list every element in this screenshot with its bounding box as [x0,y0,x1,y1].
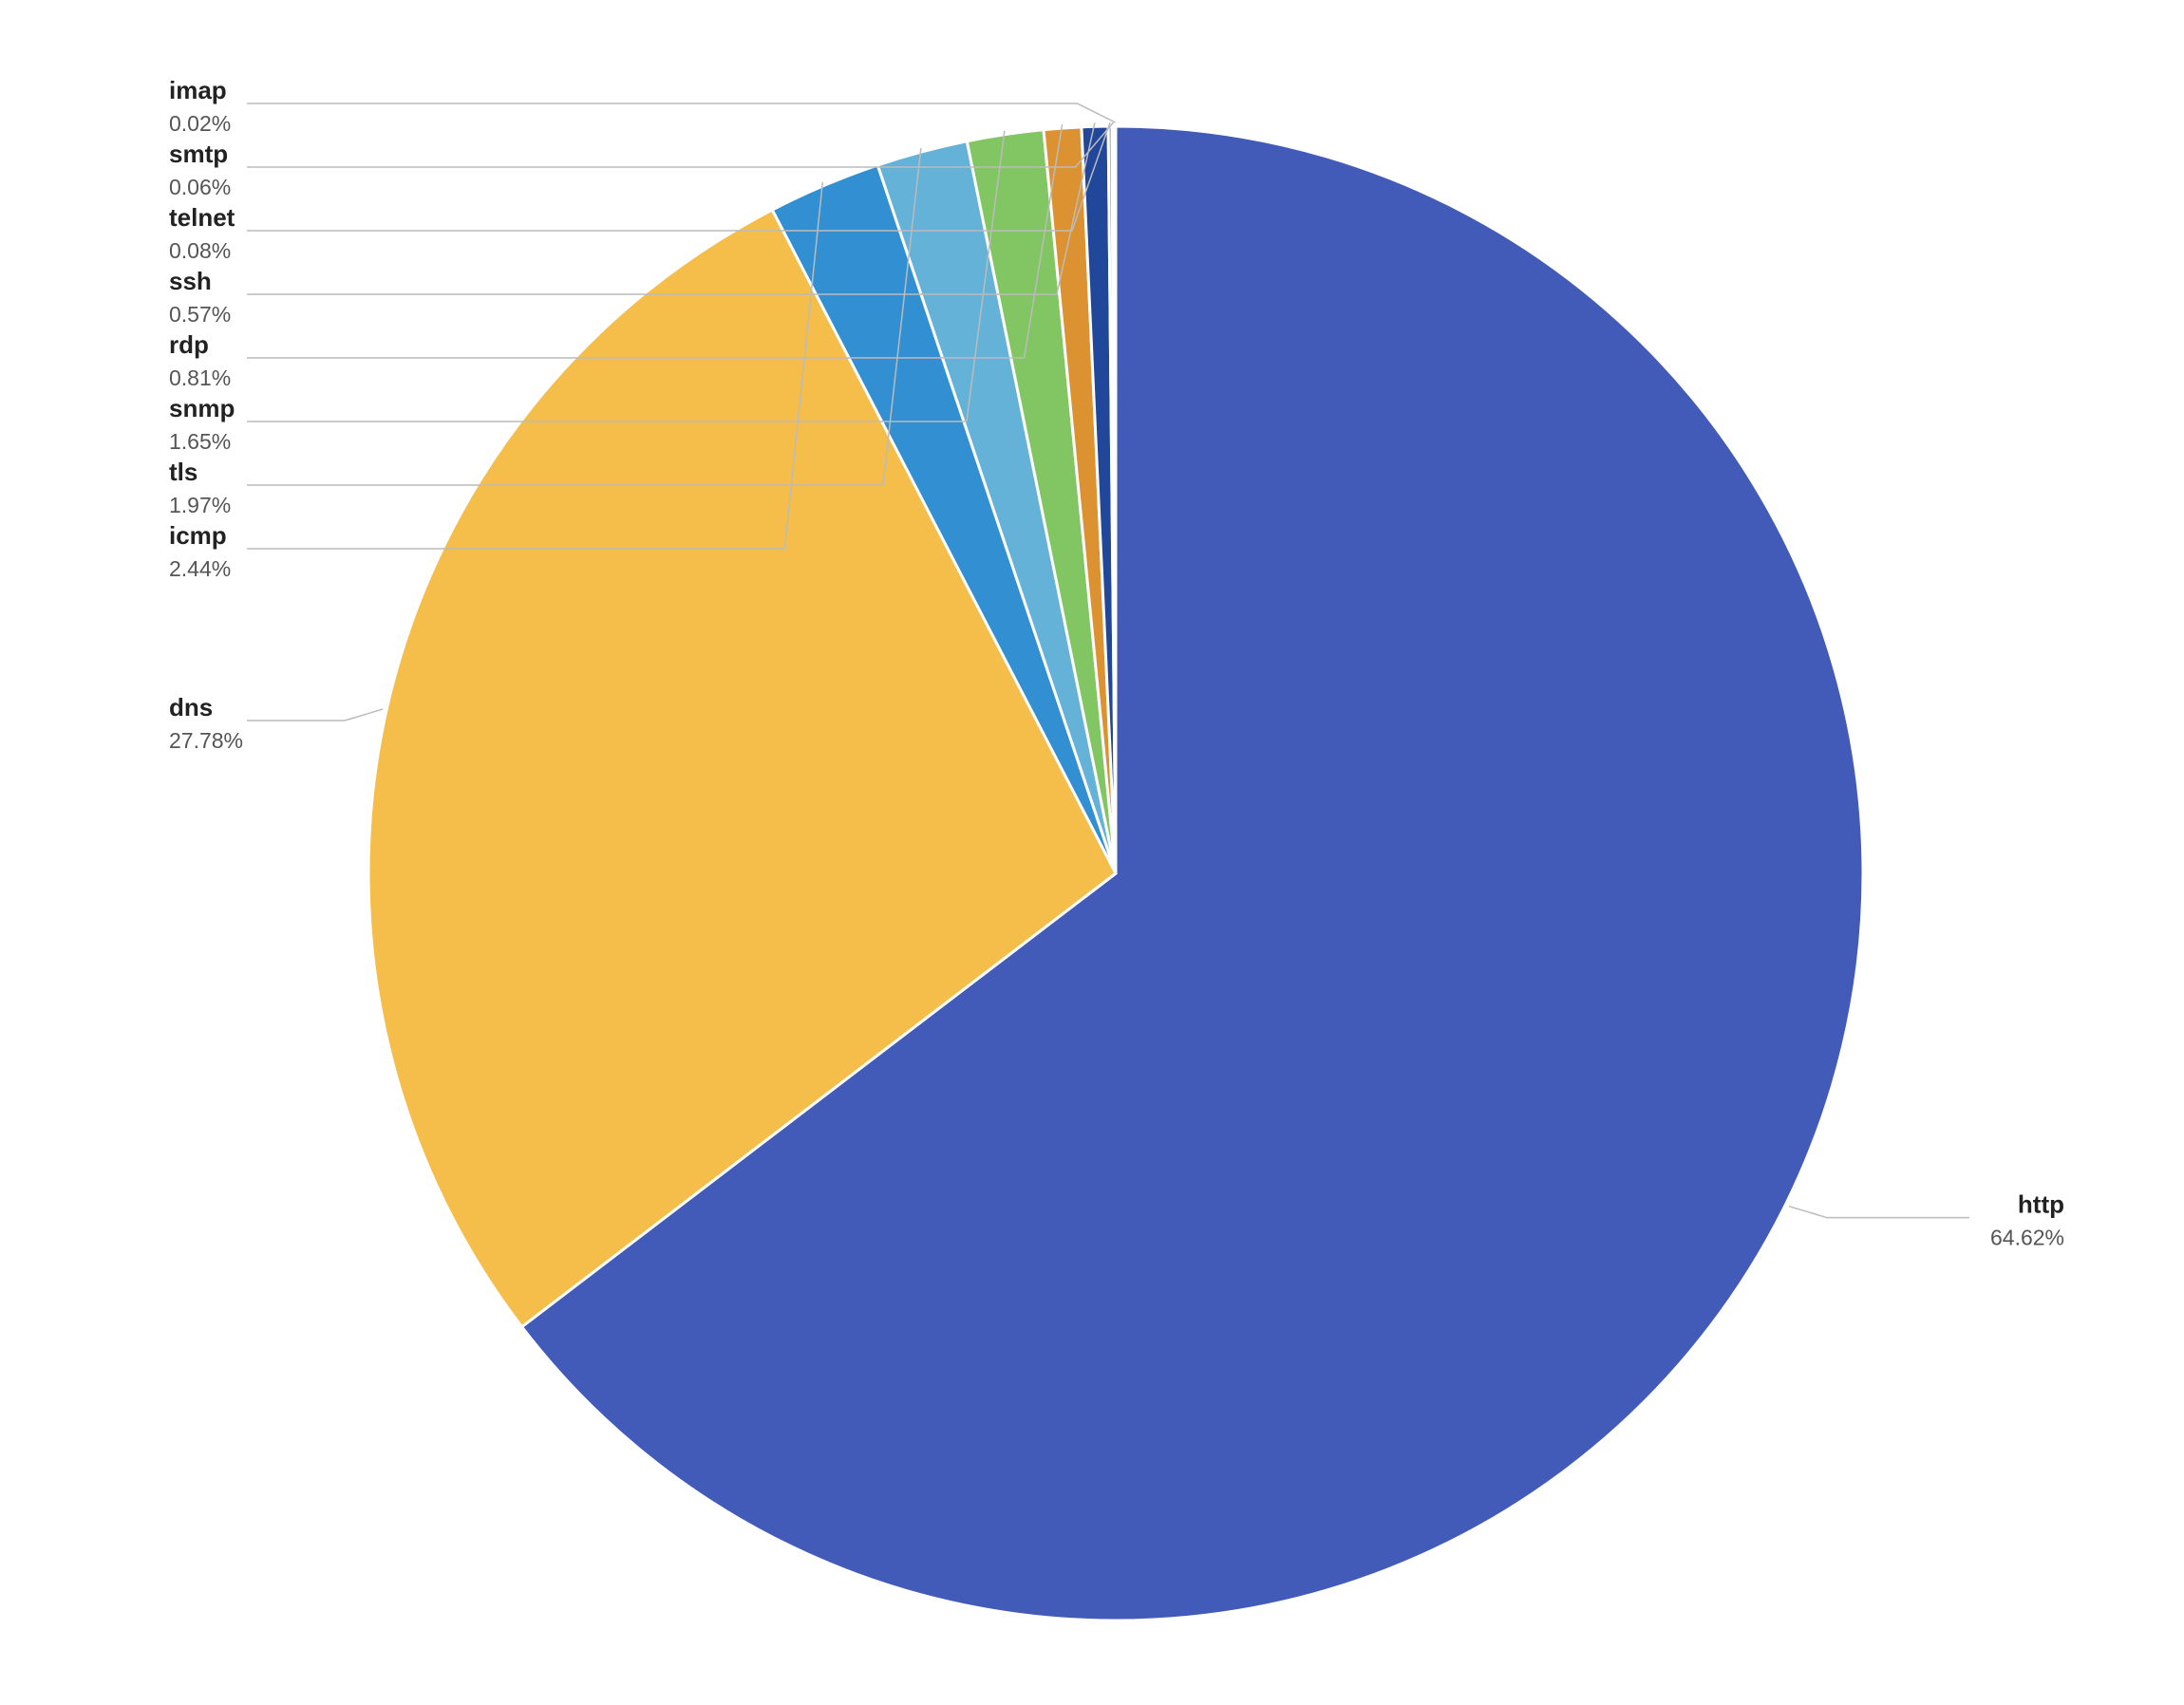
leader-line [247,103,1116,123]
slice-label: smtp [169,140,228,168]
slice-value-label: 0.57% [169,302,231,327]
slice-value-label: 0.81% [169,365,231,390]
slice-value-label: 0.06% [169,175,231,199]
slice-label: http [2018,1190,2064,1219]
leader-line [247,123,1064,359]
slice-value-label: 27.78% [169,728,243,753]
slice-value-label: 2.44% [169,556,231,581]
leader-line [247,130,1006,422]
slice-value-label: 1.65% [169,429,231,454]
leader-line [247,181,824,550]
leader-line [1788,1205,1969,1219]
leader-line [247,122,1111,232]
slice-value-label: 64.62% [1990,1226,2064,1250]
slice-label: dns [169,693,213,721]
pie-slice [1113,124,1118,874]
slice-value-label: 0.08% [169,238,231,263]
slice-label: icmp [169,521,227,550]
leader-line [247,147,922,486]
leader-line [247,122,1096,295]
pie-slice [367,208,1118,1329]
slice-label: imap [169,76,227,104]
slice-label: telnet [169,203,235,232]
leader-line [247,122,1115,168]
slice-value-label: 1.97% [169,493,231,517]
slice-label: snmp [169,394,235,422]
slice-label: tls [169,458,198,486]
slice-label: rdp [169,330,209,359]
leader-line [247,708,384,721]
slice-value-label: 0.02% [169,111,231,136]
slice-label: ssh [169,267,212,295]
pie-slice [519,124,1865,1622]
